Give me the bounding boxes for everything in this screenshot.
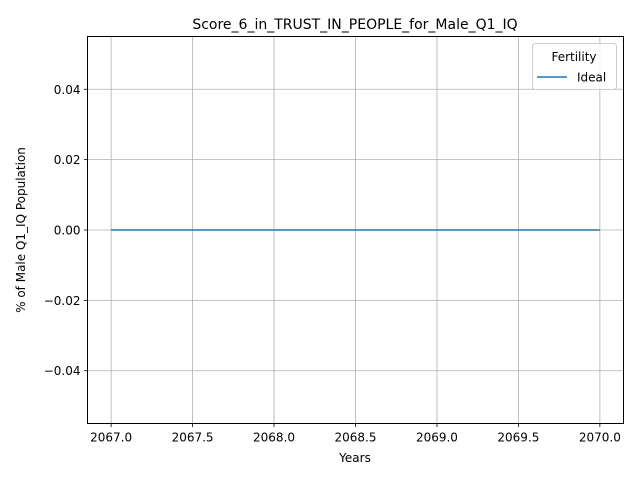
- legend-title: Fertility: [551, 50, 596, 64]
- x-tick-label: 2070.0: [579, 431, 621, 445]
- y-tick-label: 0.04: [54, 83, 81, 97]
- y-axis-label: % of Male Q1_IQ Population: [14, 147, 28, 313]
- legend-box: [532, 43, 617, 90]
- x-axis: 2067.0 2067.5 2068.0 2068.5 2069.0 2069.5 2070…: [90, 423, 621, 445]
- x-tick-label: 2068.0: [253, 431, 295, 445]
- legend-label-ideal: Ideal: [577, 71, 606, 85]
- y-axis: −0.04 −0.02 0.00 0.02 0.04: [44, 83, 88, 378]
- x-tick-label: 2068.5: [335, 431, 377, 445]
- x-axis-label: Years: [338, 451, 371, 465]
- x-tick-label: 2069.0: [416, 431, 458, 445]
- y-tick-label: 0.02: [54, 153, 81, 167]
- legend: Fertility Ideal: [532, 43, 617, 90]
- x-tick-label: 2067.5: [172, 431, 214, 445]
- y-tick-label: −0.04: [44, 364, 81, 378]
- x-tick-label: 2067.0: [90, 431, 132, 445]
- y-tick-label: 0.00: [54, 224, 81, 238]
- x-tick-label: 2069.5: [497, 431, 539, 445]
- y-tick-label: −0.02: [44, 294, 81, 308]
- chart-title: Score_6_in_TRUST_IN_PEOPLE_for_Male_Q1_I…: [192, 17, 517, 33]
